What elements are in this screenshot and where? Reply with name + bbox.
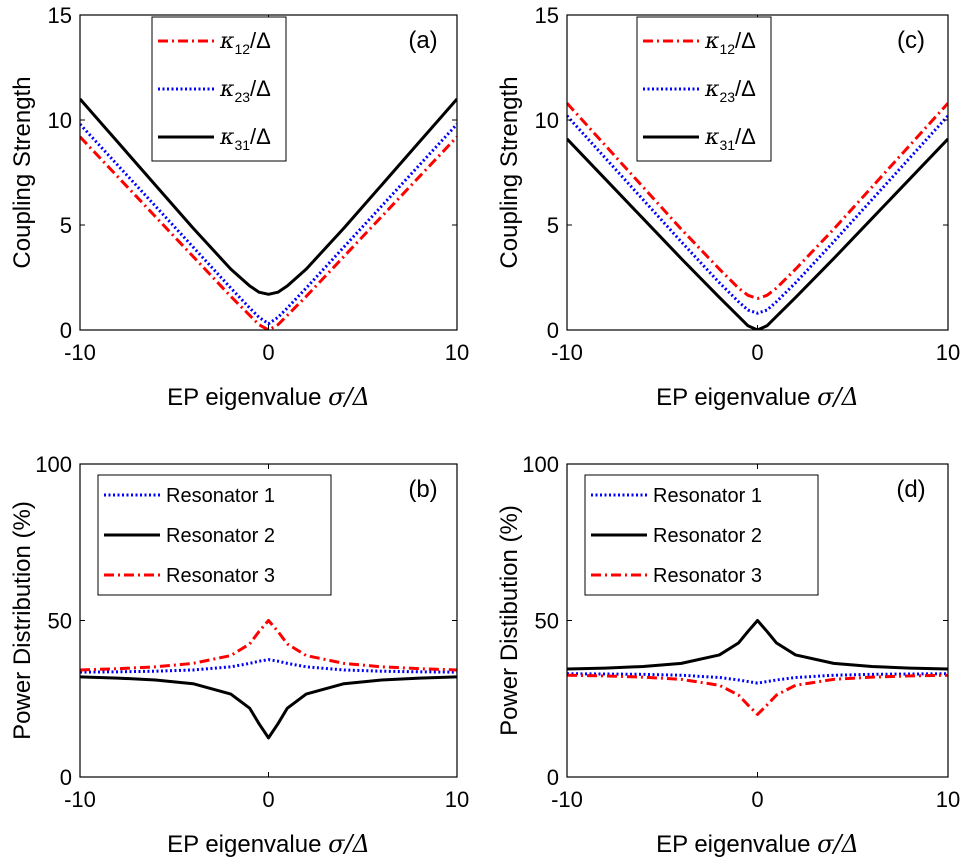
x-axis-label: EP eigenvalue σ/Δ xyxy=(656,830,859,858)
x-axis-label: EP eigenvalue σ/Δ xyxy=(167,383,370,411)
y-tick-label: 5 xyxy=(547,213,559,238)
y-tick-label: 50 xyxy=(48,609,72,634)
y-tick-label: 0 xyxy=(547,765,559,790)
x-tick-label: 0 xyxy=(751,787,763,812)
x-axis-label: EP eigenvalue σ/Δ xyxy=(656,383,859,411)
panel-label: (c) xyxy=(897,27,925,54)
series-line-1 xyxy=(80,135,457,330)
y-tick-label: 5 xyxy=(60,213,72,238)
y-tick-label: 15 xyxy=(535,3,559,28)
legend-label: Resonator 3 xyxy=(166,565,275,587)
y-axis-label: Coupling Strength xyxy=(9,76,36,268)
legend-label: Resonator 2 xyxy=(653,525,762,547)
x-tick-label: 10 xyxy=(445,340,469,365)
panel-label: (b) xyxy=(408,476,437,503)
x-tick-label: 0 xyxy=(262,340,274,365)
legend-label: κ23/Δ xyxy=(704,76,756,105)
y-axis-label: Coupling Strength xyxy=(496,76,523,268)
legend: Resonator 1 Resonator 2 Resonator 3 xyxy=(97,474,332,596)
legend: κ12/Δ κ23/Δ κ31/Δ xyxy=(151,16,287,162)
y-tick-label: 100 xyxy=(35,452,72,477)
series-line-2 xyxy=(567,114,948,315)
x-tick-label: 10 xyxy=(936,340,960,365)
y-tick-label: 50 xyxy=(535,609,559,634)
series-line-1 xyxy=(80,658,457,674)
legend-label: Resonator 1 xyxy=(653,485,762,507)
series-line-3 xyxy=(567,673,948,716)
x-axis-label: EP eigenvalue σ/Δ xyxy=(167,830,370,858)
series-line-1 xyxy=(567,672,948,685)
x-tick-label: 10 xyxy=(936,787,960,812)
legend-label: Resonator 3 xyxy=(653,565,762,587)
legend-label: Resonator 1 xyxy=(166,485,275,507)
series-line-2 xyxy=(80,123,457,326)
series-line-2 xyxy=(567,619,948,671)
legend-label: κ12/Δ xyxy=(219,28,271,57)
series-line-2 xyxy=(80,675,457,740)
series-line-1 xyxy=(567,102,948,300)
legend-label: κ31/Δ xyxy=(219,124,271,153)
x-tick-label: -10 xyxy=(64,340,96,365)
series-line-3 xyxy=(567,137,948,330)
series-line-3 xyxy=(80,98,457,296)
y-tick-label: 15 xyxy=(48,3,72,28)
y-axis-label: Power Distibution (%) xyxy=(496,505,523,736)
x-tick-label: -10 xyxy=(551,787,583,812)
y-tick-label: 0 xyxy=(60,765,72,790)
legend: Resonator 1 Resonator 2 Resonator 3 xyxy=(584,474,819,596)
legend: κ12/Δ κ23/Δ κ31/Δ xyxy=(636,16,772,162)
x-tick-label: 10 xyxy=(445,787,469,812)
panel-label: (a) xyxy=(408,27,437,54)
y-tick-label: 0 xyxy=(547,318,559,343)
panel-label: (d) xyxy=(896,476,925,503)
x-tick-label: 0 xyxy=(262,787,274,812)
x-tick-label: 0 xyxy=(751,340,763,365)
x-tick-label: -10 xyxy=(551,340,583,365)
y-tick-label: 100 xyxy=(522,452,559,477)
series-line-3 xyxy=(80,619,457,672)
y-tick-label: 0 xyxy=(60,318,72,343)
legend-label: κ23/Δ xyxy=(219,76,271,105)
y-tick-label: 10 xyxy=(535,108,559,133)
legend-label: κ31/Δ xyxy=(704,124,756,153)
legend-label: κ12/Δ xyxy=(704,28,756,57)
legend-label: Resonator 2 xyxy=(166,525,275,547)
y-axis-label: Power Distribution (%) xyxy=(9,501,36,740)
x-tick-label: -10 xyxy=(64,787,96,812)
y-tick-label: 10 xyxy=(48,108,72,133)
